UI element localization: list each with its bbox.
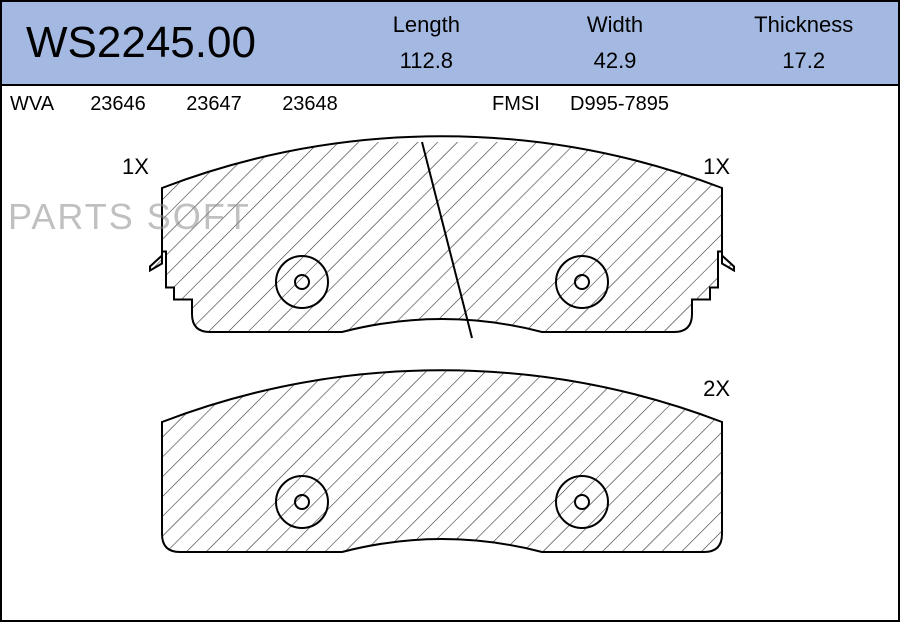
qty-upper-right: 1X <box>703 154 730 180</box>
wva-label: WVA <box>10 93 70 116</box>
brake-pad-drawing <box>2 122 900 622</box>
cross-ref-bar: WVA 23646 23647 23648 FMSI D995-7895 <box>2 86 898 122</box>
pad-lower-hatch <box>102 362 782 572</box>
dim-thickness-value: 17.2 <box>782 48 825 74</box>
wva-code-0: 23646 <box>70 93 166 116</box>
dim-length-label: Length <box>393 12 460 38</box>
dim-thickness-label: Thickness <box>754 12 853 38</box>
fmsi-label: FMSI <box>492 93 562 116</box>
dim-length-col: Length 112.8 <box>332 2 521 84</box>
fmsi-code: D995-7895 <box>562 93 710 116</box>
dim-thickness-col: Thickness 17.2 <box>709 2 898 84</box>
dim-width-value: 42.9 <box>594 48 637 74</box>
drawing-area: PARTS SOFT 1X 1X 2X <box>2 122 898 620</box>
header-bar: WS2245.00 Length 112.8 Width 42.9 Thickn… <box>2 2 898 86</box>
qty-lower-right: 2X <box>703 376 730 402</box>
product-card: WS2245.00 Length 112.8 Width 42.9 Thickn… <box>0 0 900 622</box>
part-number: WS2245.00 <box>26 18 256 68</box>
dim-width-col: Width 42.9 <box>521 2 710 84</box>
dim-width-label: Width <box>587 12 643 38</box>
dim-length-value: 112.8 <box>400 48 453 74</box>
part-number-cell: WS2245.00 <box>2 2 332 84</box>
wva-code-1: 23647 <box>166 93 262 116</box>
qty-upper-left: 1X <box>122 154 149 180</box>
wva-code-2: 23648 <box>262 93 358 116</box>
